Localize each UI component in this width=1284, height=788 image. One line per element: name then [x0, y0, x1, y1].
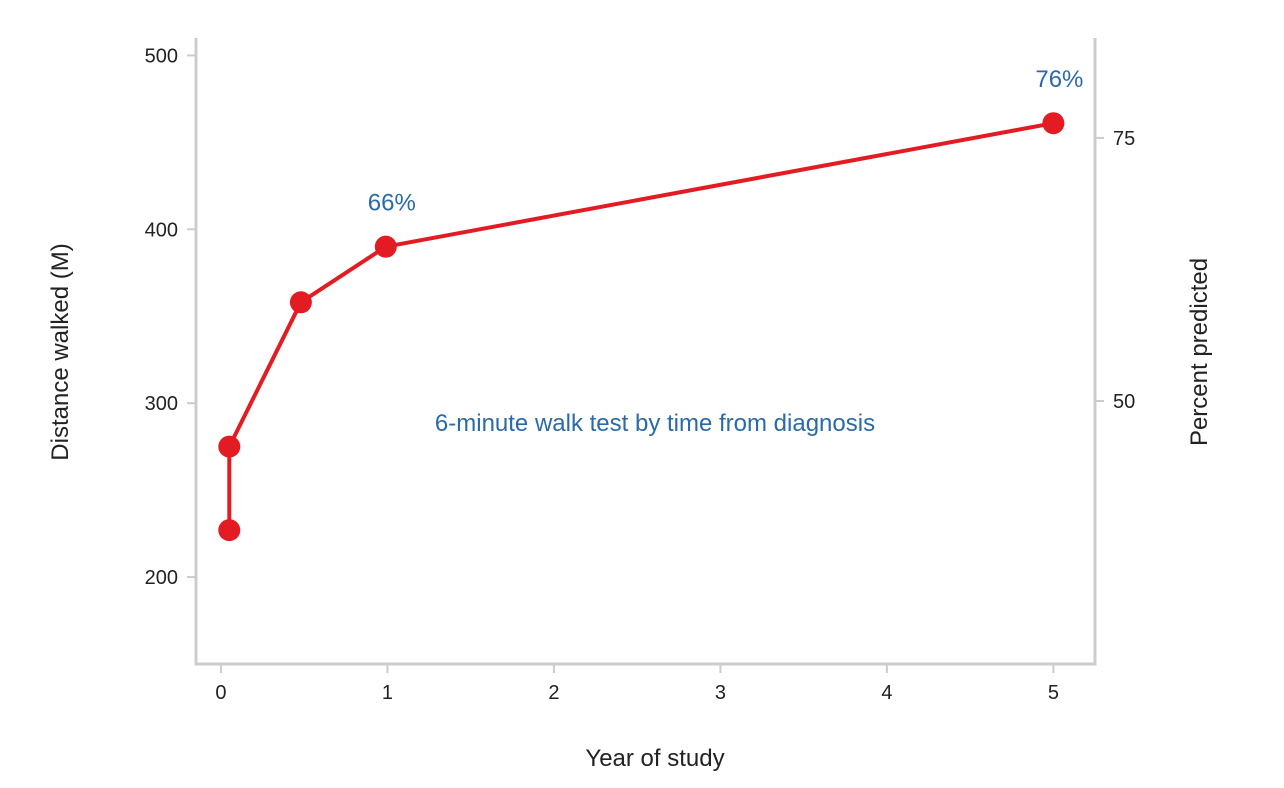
data-point: [374, 235, 397, 258]
chart-title: 6-minute walk test by time from diagnosi…: [435, 410, 875, 437]
x-tick-label: 0: [215, 682, 226, 704]
tick-labels: 0 1 2 3 4 5 200 300 400 500 50 75: [145, 45, 1136, 704]
x-tick-label: 2: [548, 682, 559, 704]
data-point: [289, 291, 312, 314]
point-annotation: 76%: [1035, 66, 1083, 93]
data-point: [218, 435, 241, 458]
y2-axis-title: Percent predicted: [1186, 258, 1213, 446]
y-tick-label: 500: [145, 45, 178, 67]
x-tick-label: 3: [715, 682, 726, 704]
annotations: 66% 76%: [368, 66, 1084, 216]
x-axis-title: Year of study: [585, 745, 724, 772]
y-tick-label: 200: [145, 567, 178, 589]
series-line: [227, 121, 1054, 531]
data-point: [1042, 112, 1065, 135]
data-point: [218, 519, 241, 542]
y-tick-label: 300: [145, 393, 178, 415]
axes: [187, 38, 1104, 673]
x-tick-label: 1: [382, 682, 393, 704]
point-annotation: 66%: [368, 190, 416, 217]
x-tick-label: 5: [1048, 682, 1059, 704]
y-axis-title: Distance walked (M): [47, 243, 74, 460]
y2-tick-label: 75: [1113, 128, 1135, 150]
data-series: [218, 112, 1065, 542]
y-tick-label: 400: [145, 219, 178, 241]
x-tick-label: 4: [881, 682, 892, 704]
y2-tick-label: 50: [1113, 391, 1135, 413]
